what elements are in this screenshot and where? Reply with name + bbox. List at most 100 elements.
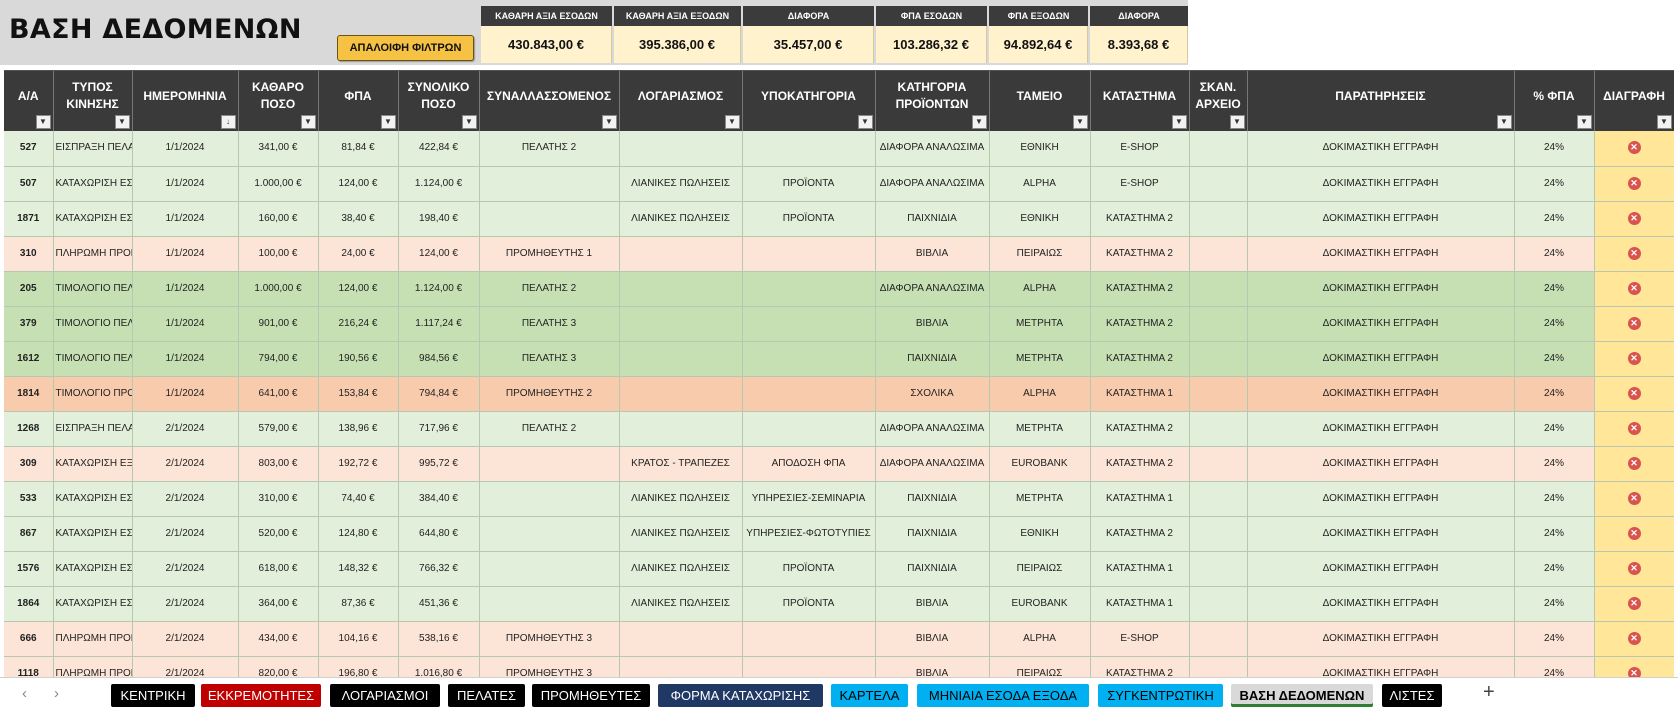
table-cell[interactable]: 867 [4,516,54,552]
table-cell[interactable]: ΠΛΗΡΩΜΗ ΠΡΟΜΗΘΕΥΤΗ [53,656,133,677]
table-cell[interactable]: ΔΟΚΙΜΑΣΤΙΚΗ ΕΓΓΡΑΦΗ [1247,411,1515,447]
delete-cell[interactable]: ✕ [1594,131,1674,167]
delete-cell[interactable]: ✕ [1594,201,1674,237]
table-cell[interactable]: ΔΙΑΦΟΡΑ ΑΝΑΛΩΣΙΜΑ [875,446,990,482]
table-cell[interactable]: ΔΟΚΙΜΑΣΤΙΚΗ ΕΓΓΡΑΦΗ [1247,201,1515,237]
table-cell[interactable]: 434,00 € [238,621,319,657]
table-cell[interactable] [742,236,876,272]
table-cell[interactable]: ΔΙΑΦΟΡΑ ΑΝΑΛΩΣΙΜΑ [875,131,990,167]
table-cell[interactable]: ΠΛΗΡΩΜΗ ΠΡΟΜΗΘΕΥΤΗ [53,236,133,272]
table-cell[interactable]: ΠΕΛΑΤΗΣ 2 [479,271,620,307]
delete-icon[interactable]: ✕ [1627,281,1641,295]
sheet-tab[interactable]: ΕΚΚΡΕΜΟΤΗΤΕΣ [201,684,321,707]
table-cell[interactable]: ΔΟΚΙΜΑΣΤΙΚΗ ΕΓΓΡΑΦΗ [1247,551,1515,587]
table-cell[interactable]: ΔΙΑΦΟΡΑ ΑΝΑΛΩΣΙΜΑ [875,271,990,307]
table-cell[interactable]: ΠΑΙΧΝΙΔΙΑ [875,516,990,552]
delete-icon[interactable]: ✕ [1627,596,1641,610]
table-cell[interactable]: ΚΑΤΑΣΤΗΜΑ 1 [1090,481,1190,517]
table-cell[interactable]: 766,32 € [398,551,480,587]
table-cell[interactable] [1189,131,1248,167]
table-cell[interactable]: 196,80 € [318,656,399,677]
sheet-tab[interactable]: ΦΟΡΜΑ ΚΑΤΑΧΩΡΙΣΗΣ [658,684,823,707]
table-cell[interactable] [742,341,876,377]
table-cell[interactable]: ΛΙΑΝΙΚΕΣ ΠΩΛΗΣΕΙΣ [619,166,743,202]
table-cell[interactable]: 24% [1514,621,1595,657]
filter-dropdown-icon[interactable]: ↓ [220,115,236,129]
table-cell[interactable]: ΒΙΒΛΙΑ [875,306,990,342]
table-cell[interactable]: 1/1/2024 [132,166,239,202]
table-cell[interactable]: 520,00 € [238,516,319,552]
table-cell[interactable]: ΤΙΜΟΛΟΓΙΟ ΠΡΟΜΗΘΕΥΤΗ [53,376,133,412]
table-cell[interactable] [619,236,743,272]
table-cell[interactable]: 538,16 € [398,621,480,657]
filter-dropdown-icon[interactable]: ▼ [461,115,477,129]
table-cell[interactable] [619,621,743,657]
delete-cell[interactable]: ✕ [1594,166,1674,202]
table-cell[interactable] [1189,271,1248,307]
table-cell[interactable] [479,446,620,482]
table-cell[interactable]: ΒΙΒΛΙΑ [875,586,990,622]
table-cell[interactable]: EUROBANK [989,586,1091,622]
delete-cell[interactable]: ✕ [1594,271,1674,307]
table-cell[interactable]: 87,36 € [318,586,399,622]
table-cell[interactable]: 24% [1514,411,1595,447]
delete-icon[interactable]: ✕ [1627,246,1641,260]
filter-dropdown-icon[interactable]: ▼ [601,115,617,129]
table-cell[interactable]: ΜΕΤΡΗΤΑ [989,481,1091,517]
table-cell[interactable] [619,411,743,447]
delete-icon[interactable]: ✕ [1627,351,1641,365]
column-header[interactable]: ΔΙΑΓΡΑΦΗ ▼ [1594,71,1674,131]
table-cell[interactable]: 507 [4,166,54,202]
table-cell[interactable]: 1/1/2024 [132,341,239,377]
table-cell[interactable]: EUROBANK [989,446,1091,482]
table-cell[interactable]: 794,00 € [238,341,319,377]
delete-icon[interactable]: ✕ [1627,421,1641,435]
filter-dropdown-icon[interactable]: ▼ [724,115,740,129]
table-cell[interactable]: ΚΑΤΑΣΤΗΜΑ 1 [1090,586,1190,622]
table-cell[interactable]: 24% [1514,341,1595,377]
table-cell[interactable]: ALPHA [989,621,1091,657]
table-cell[interactable]: 124,80 € [318,516,399,552]
table-cell[interactable]: 1.000,00 € [238,166,319,202]
delete-icon[interactable]: ✕ [1627,666,1641,677]
table-cell[interactable]: E-SHOP [1090,131,1190,167]
table-cell[interactable]: 24% [1514,481,1595,517]
delete-icon[interactable]: ✕ [1627,211,1641,225]
table-cell[interactable] [742,656,876,677]
table-cell[interactable] [619,306,743,342]
table-cell[interactable]: ΥΠΗΡΕΣΙΕΣ-ΣΕΜΙΝΑΡΙΑ [742,481,876,517]
delete-cell[interactable]: ✕ [1594,341,1674,377]
table-cell[interactable]: 1814 [4,376,54,412]
table-cell[interactable]: ΚΑΤΑΣΤΗΜΑ 2 [1090,411,1190,447]
sheet-tab[interactable]: ΜΗΝΙΑΙΑ ΕΣΟΔΑ ΕΞΟΔΑ [917,684,1089,707]
delete-icon[interactable]: ✕ [1627,176,1641,190]
table-cell[interactable]: ΤΙΜΟΛΟΓΙΟ ΠΕΛΑΤΗ [53,341,133,377]
table-cell[interactable]: 2/1/2024 [132,411,239,447]
table-cell[interactable]: ΠΡΟΪΟΝΤΑ [742,201,876,237]
table-cell[interactable] [479,551,620,587]
table-cell[interactable]: ΔΟΚΙΜΑΣΤΙΚΗ ΕΓΓΡΑΦΗ [1247,131,1515,167]
table-cell[interactable]: ΠΑΙΧΝΙΔΙΑ [875,201,990,237]
table-cell[interactable]: ΠΕΙΡΑΙΩΣ [989,656,1091,677]
table-cell[interactable]: ΛΙΑΝΙΚΕΣ ΠΩΛΗΣΕΙΣ [619,481,743,517]
table-cell[interactable] [742,411,876,447]
filter-dropdown-icon[interactable]: ▼ [35,115,51,129]
table-cell[interactable]: ΠΑΙΧΝΙΔΙΑ [875,341,990,377]
table-cell[interactable]: 138,96 € [318,411,399,447]
sheet-tab[interactable]: ΣΥΓΚΕΝΤΡΩΤΙΚΗ [1098,684,1223,707]
filter-dropdown-icon[interactable]: ▼ [971,115,987,129]
table-cell[interactable]: 579,00 € [238,411,319,447]
delete-icon[interactable]: ✕ [1627,561,1641,575]
table-cell[interactable] [619,341,743,377]
delete-cell[interactable]: ✕ [1594,551,1674,587]
table-cell[interactable]: ALPHA [989,376,1091,412]
table-cell[interactable] [1189,341,1248,377]
delete-cell[interactable]: ✕ [1594,446,1674,482]
table-cell[interactable]: 24% [1514,516,1595,552]
table-cell[interactable]: ΠΡΟΜΗΘΕΥΤΗΣ 2 [479,376,620,412]
table-cell[interactable]: 24% [1514,131,1595,167]
delete-cell[interactable]: ✕ [1594,411,1674,447]
table-cell[interactable]: ΑΠΟΔΟΣΗ ΦΠΑ [742,446,876,482]
table-cell[interactable] [1189,376,1248,412]
